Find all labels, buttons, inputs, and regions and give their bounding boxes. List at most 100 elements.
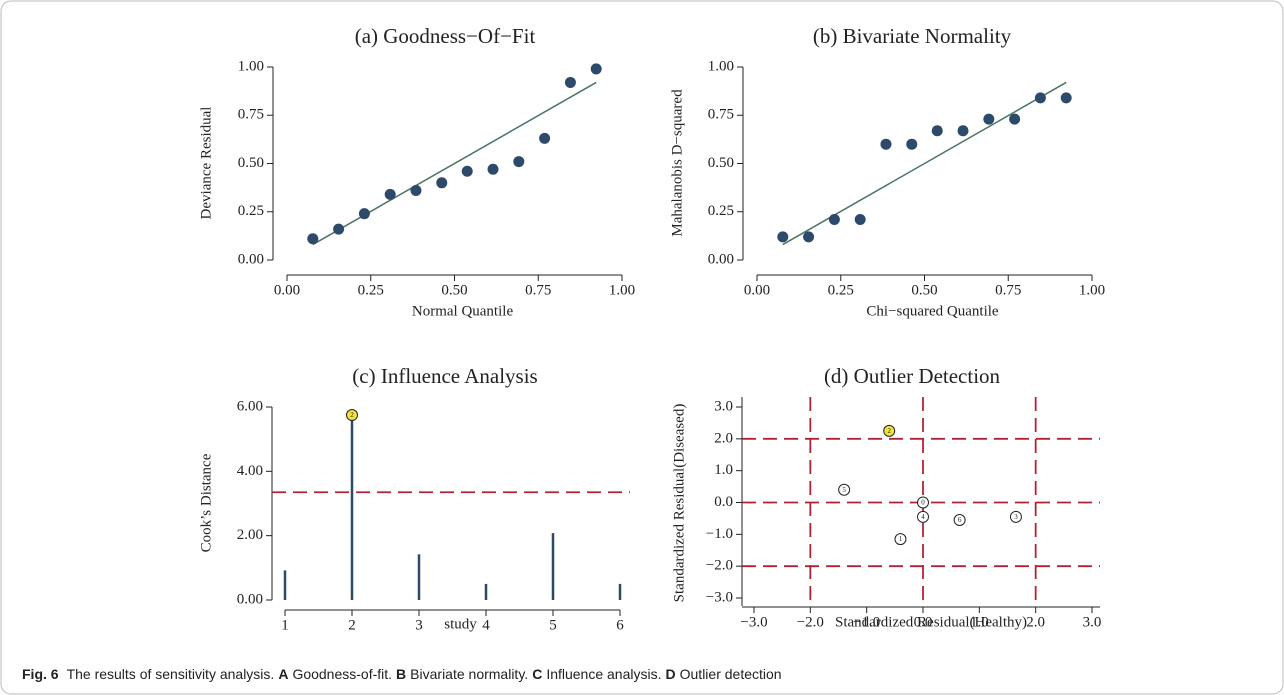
x-tick-label: 4 [482,617,490,633]
highlight-point [346,409,358,422]
chart-title: (b) Bivariate Normality [813,24,1012,48]
point [906,138,918,150]
point [590,63,602,75]
x-tick-label: 2 [348,617,356,633]
point [883,424,896,437]
caption-label: Fig. 6 [22,666,59,682]
y-tick-label: 0.00 [708,251,734,267]
caption-panel-letter: B [396,666,407,682]
x-tick-label: 1.0 [970,614,989,630]
point [854,213,866,225]
y-tick-label: 0.0 [714,494,733,510]
y-tick-label: −1.0 [706,526,733,542]
y-tick-label: 6.00 [237,398,263,414]
x-tick-label: 0.50 [441,282,467,298]
x-tick-label: 2.0 [1026,614,1045,630]
x-tick-label: 3 [415,617,423,633]
x-tick-label: 0.25 [358,282,384,298]
x-axis-label: study [444,616,477,632]
chart-title: (a) Goodness−Of−Fit [355,24,536,48]
x-tick-label: 0.25 [828,282,854,298]
point [513,156,525,168]
point [384,188,396,200]
x-tick-label: 0.75 [525,282,551,298]
x-tick-label: 1.00 [609,282,635,298]
y-tick-label: 0.25 [708,203,734,219]
point-label: 3 [1014,513,1018,521]
y-tick-label: 1.00 [238,58,264,74]
chart-title: (c) Influence Analysis [352,364,537,388]
y-axis-label: Deviance Residual [198,107,214,220]
point [838,483,851,496]
x-tick-label: 5 [549,617,557,633]
caption-text: Outlier detection [679,666,782,682]
caption: Fig. 6 The results of sensitivity analysi… [22,666,786,682]
point [461,165,473,177]
x-axis-label: Standardized Residual(Healthy) [835,614,1027,630]
point [539,132,551,144]
point [917,496,929,509]
fit-line [312,81,597,246]
caption-panel-letter: D [665,666,676,682]
caption-panel-letter: C [532,666,543,682]
point [777,231,789,243]
point [1034,92,1046,104]
point [957,125,969,137]
x-axis-label: Normal Quantile [412,303,514,319]
caption-text: Bivariate normality. [410,666,529,682]
y-axis-label: Standardized Residual(Diseased) [671,404,687,603]
point [487,163,499,175]
y-tick-label: 0.50 [708,155,734,171]
point [1009,113,1021,125]
fit-line [782,81,1067,246]
x-tick-label: 3.0 [1083,614,1102,630]
caption-text: Goodness-of-fit. [292,666,393,682]
x-tick-label: 0.50 [911,282,937,298]
y-tick-label: 2.00 [237,527,263,543]
point [1060,92,1072,104]
point [307,233,319,245]
point [953,514,966,527]
chart-title: (d) Outlier Detection [824,364,1001,388]
y-tick-label: 0.00 [238,251,264,267]
point [410,185,422,197]
x-tick-label: 0.0 [914,614,933,630]
caption-text: Influence analysis. [546,666,662,682]
x-tick-label: 6 [616,617,624,633]
y-tick-label: 4.00 [237,463,263,479]
point-label: 4 [921,513,925,521]
caption-text: The results of sensitivity analysis. [66,666,275,682]
y-tick-label: 3.0 [714,398,733,414]
y-tick-label: 0.75 [238,107,264,123]
point [358,208,370,220]
point-label: 0 [921,499,925,507]
y-tick-label: −3.0 [706,589,733,605]
point [828,213,840,225]
y-tick-label: −2.0 [706,558,733,574]
point [983,113,995,125]
x-axis-label: Chi−squared Quantile [866,303,999,319]
x-tick-label: −2.0 [797,614,824,630]
y-tick-label: 1.00 [708,58,734,74]
y-tick-label: 2.0 [714,430,733,446]
point [803,231,815,243]
point-label: 2 [887,427,891,435]
y-axis-label: Cook’s Distance [198,453,214,552]
caption-panel-letter: A [278,666,289,682]
point [564,76,576,88]
point [1009,510,1022,523]
point-label: 6 [958,516,962,524]
y-tick-label: 0.25 [238,203,264,219]
y-tick-label: 0.00 [237,591,263,607]
y-tick-label: 0.75 [708,107,734,123]
point [931,125,943,137]
x-tick-label: −1.0 [853,614,880,630]
x-tick-label: 1.00 [1079,282,1105,298]
point-label: 5 [842,486,846,494]
x-tick-label: 0.75 [995,282,1021,298]
point-label: 2 [350,411,354,419]
y-tick-label: 1.0 [714,462,733,478]
